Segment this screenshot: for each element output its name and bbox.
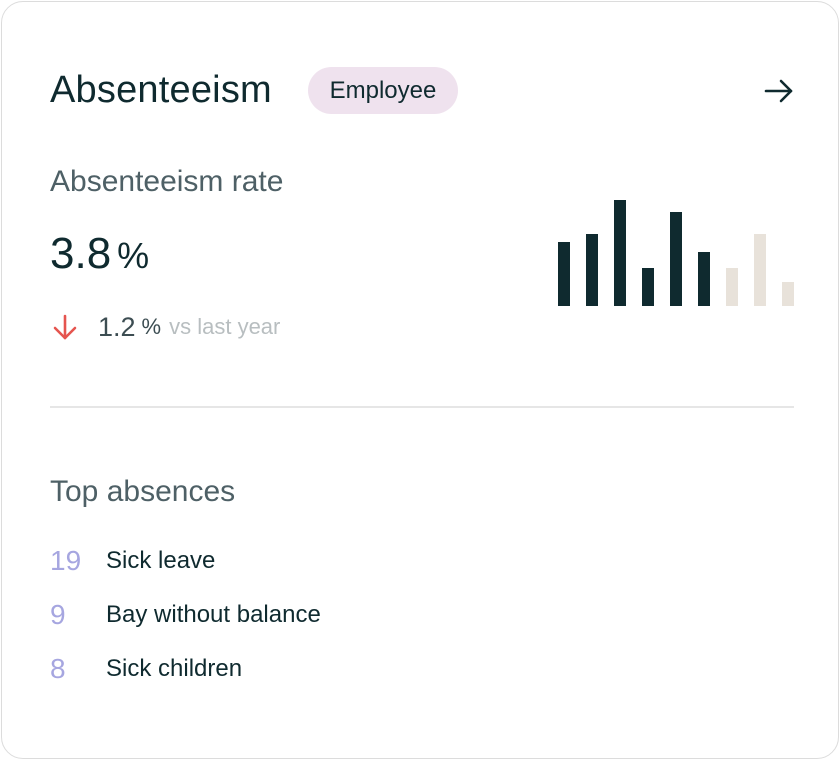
arrow-down-icon <box>53 314 77 340</box>
chart-bar <box>558 242 570 306</box>
chart-bar <box>726 268 738 306</box>
chart-bar <box>670 212 682 306</box>
rate-label: Absenteeism rate <box>50 165 284 198</box>
divider <box>50 406 794 408</box>
top-absences-list: 19 Sick leave 9 Bay without balance 8 Si… <box>50 534 750 696</box>
chart-bar <box>642 268 654 306</box>
chart-bar <box>754 234 766 306</box>
absence-name: Bay without balance <box>106 601 321 628</box>
rate-change: 1.2 % vs last year <box>50 308 280 346</box>
list-item: 9 Bay without balance <box>50 588 750 642</box>
change-unit: % <box>141 314 162 339</box>
change-number: 1.2 <box>98 312 136 342</box>
chart-bar <box>782 282 794 306</box>
rate-value: 3.8% <box>50 228 149 290</box>
absenteeism-bar-chart <box>558 200 794 306</box>
rate-number: 3.8 <box>50 229 112 278</box>
list-item: 19 Sick leave <box>50 534 750 588</box>
change-comparison: vs last year <box>169 314 281 339</box>
absence-count: 8 <box>50 653 66 684</box>
open-details-button[interactable] <box>762 74 796 108</box>
card-title: Absenteeism <box>50 69 272 111</box>
rate-unit: % <box>117 235 150 276</box>
absence-name: Sick leave <box>106 547 216 574</box>
absence-count: 9 <box>50 599 66 630</box>
top-absences-label: Top absences <box>50 475 236 508</box>
list-item: 8 Sick children <box>50 642 750 696</box>
chart-bar <box>586 234 598 306</box>
employee-badge: Employee <box>308 67 458 114</box>
chart-bar <box>614 200 626 306</box>
absence-name: Sick children <box>106 655 243 682</box>
chart-bar <box>698 252 710 306</box>
arrow-right-icon <box>764 79 793 103</box>
absence-count: 19 <box>50 545 82 576</box>
